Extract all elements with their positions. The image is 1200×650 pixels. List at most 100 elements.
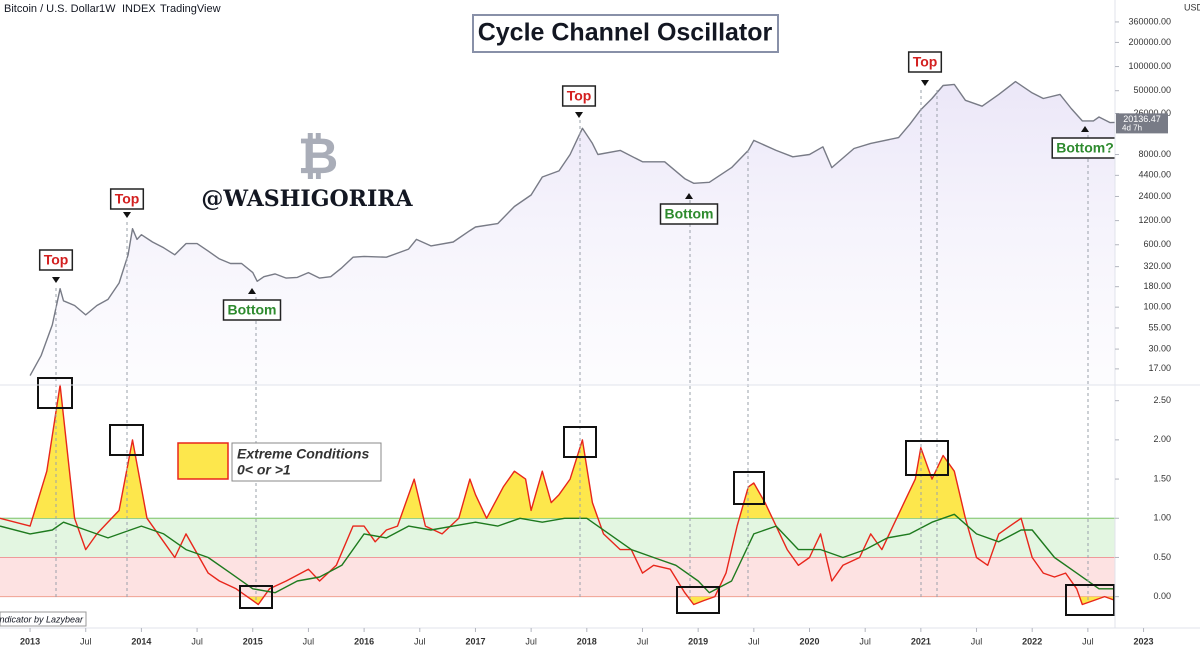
y-tick-label: 0.50: [1153, 552, 1171, 562]
highlight-box: [563, 426, 597, 458]
annotation: Bottom?: [1056, 140, 1114, 156]
y-tick-label: 0.00: [1153, 591, 1171, 601]
x-tick-label: Jul: [1082, 636, 1094, 646]
annotation-arrow: [1081, 126, 1089, 132]
y-tick-label: 2.00: [1153, 434, 1171, 444]
interval: 1W: [99, 3, 116, 15]
credit: Indicator by Lazybear: [0, 614, 84, 624]
annotation-box: [222, 299, 282, 321]
annotation-arrow: [123, 212, 131, 218]
x-tick-label: 2022: [1022, 636, 1042, 646]
y-tick-label: 2400.00: [1138, 191, 1171, 201]
annotation-arrow: [685, 193, 693, 199]
annotation-arrow: [921, 80, 929, 86]
x-tick-label: 2021: [911, 636, 931, 646]
band: [0, 518, 1115, 558]
currency: USD: [1184, 2, 1200, 12]
y-tick-label: 8000.00: [1138, 149, 1171, 159]
y-tick-label: 600.00: [1143, 239, 1171, 249]
oscillator-layer: [0, 384, 1116, 606]
legend-swatch: [177, 442, 229, 480]
x-tick-label: 2023: [1134, 636, 1154, 646]
annotation: Top: [44, 252, 69, 268]
source: TradingView: [160, 3, 221, 15]
y-tick-label: 320.00: [1143, 261, 1171, 271]
title: Cycle Channel Oscillator: [478, 19, 773, 47]
oscillator-line: [0, 513, 1116, 594]
band-layer: [0, 517, 1115, 598]
price-line: [29, 80, 1116, 376]
y-tick-label: 100.00: [1143, 302, 1171, 312]
highlight-box: [109, 424, 144, 456]
x-tick-label: Jul: [637, 636, 649, 646]
exchange: INDEX: [122, 3, 156, 15]
x-tick-label: Jul: [414, 636, 426, 646]
x-tick-label: 2013: [20, 636, 40, 646]
oscillator-line: [0, 384, 1116, 606]
y-tick-label: 55.00: [1148, 322, 1171, 332]
y-tick-label: 1.00: [1153, 513, 1171, 523]
x-tick-label: 2019: [688, 636, 708, 646]
x-tick-label: Jul: [859, 636, 871, 646]
highlight-box: [905, 440, 949, 476]
y-tick-label: 360000.00: [1128, 16, 1171, 26]
annotation: Top: [115, 191, 140, 207]
annotation-box: [561, 85, 597, 107]
y-tick-label: 200000.00: [1128, 37, 1171, 47]
y-tick-label: 26000.00: [1133, 108, 1171, 118]
y-tick-label: 30.00: [1148, 343, 1171, 353]
legend-box: [231, 442, 382, 482]
y-tick-label: 50000.00: [1133, 85, 1171, 95]
annotation: Top: [567, 88, 592, 104]
legend-line: 0< or >1: [237, 462, 291, 478]
x-tick-label: 2014: [131, 636, 151, 646]
last-price: 20136.47: [1123, 114, 1161, 124]
annotation-arrow: [248, 288, 256, 294]
countdown: 4d 7h: [1122, 123, 1142, 132]
axis-panel: [1115, 0, 1200, 628]
decor-layer: Top Top Bottom Top Bottom Top Bottom?: [37, 51, 1119, 616]
annotation-box: [109, 188, 145, 210]
highlight-box: [239, 585, 273, 609]
x-tick-label: Jul: [525, 636, 537, 646]
x-tick-label: 2016: [354, 636, 374, 646]
x-tick-label: 2020: [799, 636, 819, 646]
y-tick-label: 17.00: [1148, 363, 1171, 373]
annotation: Bottom: [228, 302, 277, 318]
y-tick-label: 100000.00: [1128, 61, 1171, 71]
last-price-tag: [1116, 113, 1168, 134]
symbol: Bitcoin / U.S. Dollar: [4, 3, 100, 15]
highlight-box: [1065, 584, 1115, 616]
y-tick-label: 4400.00: [1138, 170, 1171, 180]
highlight-box: [733, 471, 765, 505]
credit-box: [0, 611, 87, 627]
x-tick-label: Jul: [191, 636, 203, 646]
x-tick-label: Jul: [80, 636, 92, 646]
x-tick-label: Jul: [303, 636, 315, 646]
title-box: [472, 14, 779, 53]
y-tick-label: 180.00: [1143, 281, 1171, 291]
handle: @WASHIGORIRA: [201, 186, 413, 212]
annotation-box: [907, 51, 943, 73]
annotation-arrow: [52, 277, 60, 283]
annotation-box: [659, 203, 719, 225]
x-tick-label: 2017: [465, 636, 485, 646]
annotation: Top: [913, 54, 938, 70]
logo: ₿: [298, 128, 339, 184]
highlight-box: [676, 586, 720, 614]
highlight-box: [37, 377, 73, 409]
annotation: Bottom: [665, 206, 714, 222]
y-tick-label: 1200.00: [1138, 215, 1171, 225]
header: Bitcoin / U.S. Dollar 1W INDEX TradingVi…: [4, 2, 1200, 15]
legend-line: Extreme Conditions: [237, 446, 369, 462]
band: [0, 557, 1115, 597]
x-tick-label: 2018: [577, 636, 597, 646]
price-layer: [29, 80, 1116, 385]
x-tick-label: Jul: [971, 636, 983, 646]
annotation-box: [38, 249, 74, 271]
y-tick-label: 1.50: [1153, 473, 1171, 483]
price-area: [30, 81, 1116, 385]
annotation-arrow: [575, 112, 583, 118]
x-tick-label: Jul: [748, 636, 760, 646]
